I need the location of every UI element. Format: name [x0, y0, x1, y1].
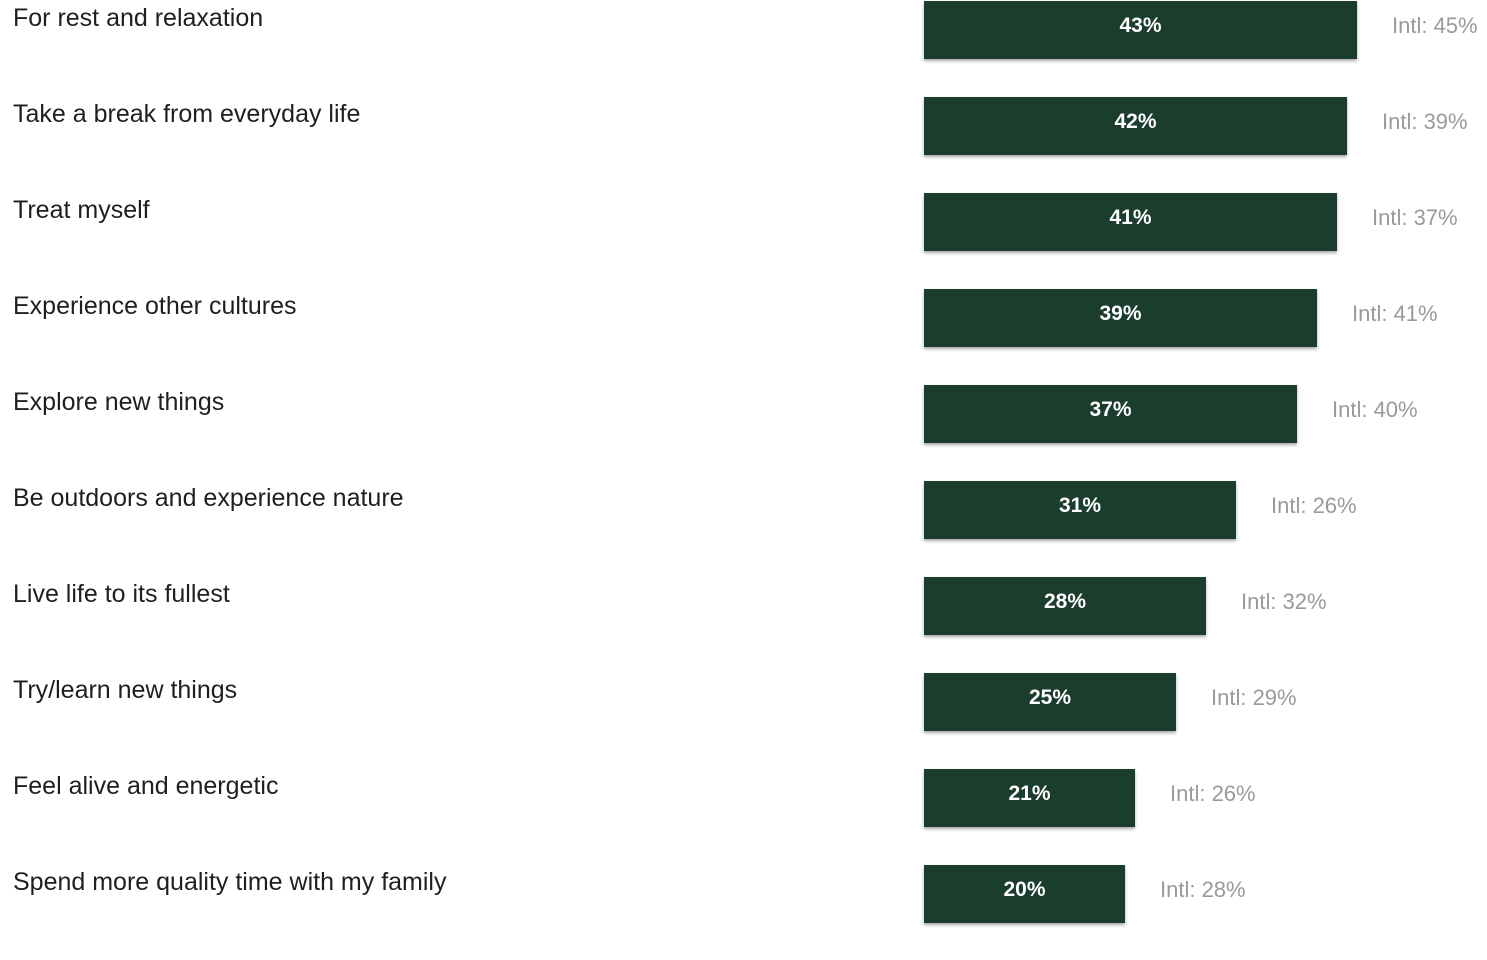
bar-value-label: 41% — [1109, 206, 1152, 229]
intl-comparison-label: Intl: 39% — [1382, 109, 1468, 134]
bar — [924, 97, 1347, 155]
intl-comparison-label: Intl: 32% — [1241, 589, 1327, 614]
bar-value-label: 20% — [1003, 878, 1046, 901]
intl-comparison-label: Intl: 28% — [1160, 877, 1246, 902]
bar-value-label: 37% — [1089, 398, 1132, 421]
bar — [924, 673, 1176, 731]
bar-value-label: 28% — [1043, 590, 1087, 613]
category-label: Feel alive and energetic — [13, 772, 279, 800]
bar-row: Be outdoors and experience nature 31% Intl… — [0, 480, 1487, 576]
bar-value-label: 39% — [1099, 302, 1142, 325]
bar-value-label: 25% — [1028, 686, 1072, 709]
intl-comparison-label: Intl: 37% — [1372, 205, 1458, 230]
bar-row: Take a break from everyday life 42% Intl: … — [0, 96, 1487, 192]
bar-row: Experience other cultures 39% Intl: 41% — [0, 288, 1487, 384]
bar-row: Treat myself 41% Intl: 37% — [0, 192, 1487, 288]
bar — [924, 289, 1317, 347]
intl-comparison-label: Intl: 41% — [1352, 301, 1438, 326]
intl-comparison-label: Intl: 45% — [1392, 13, 1478, 38]
bar-value-label: 21% — [1008, 782, 1051, 805]
bar — [924, 481, 1236, 539]
category-label: Be outdoors and experience nature — [13, 484, 404, 512]
bar-row: Try/learn new things 25% Intl: 29% — [0, 672, 1487, 768]
bar-row: For rest and relaxation 43% Intl: 45% — [0, 0, 1487, 96]
intl-comparison-label: Intl: 26% — [1170, 781, 1256, 806]
category-label: Try/learn new things — [13, 676, 238, 704]
bar-row: Explore new things 37% Intl: 40% — [0, 384, 1487, 480]
bar-row: Live life to its fullest 28% Intl: 32% — [0, 576, 1487, 672]
bar — [924, 385, 1297, 443]
bar — [924, 769, 1135, 827]
category-label: Explore new things — [13, 388, 225, 416]
horizontal-bar-chart: For rest and relaxation 43% Intl: 45% Take … — [0, 0, 1487, 923]
intl-comparison-label: Intl: 40% — [1332, 397, 1418, 422]
category-label: For rest and relaxation — [13, 4, 264, 32]
bar — [924, 577, 1206, 635]
category-label: Experience other cultures — [13, 292, 297, 320]
category-label: Live life to its fullest — [13, 580, 230, 608]
category-label: Treat myself — [13, 196, 150, 224]
bar-row: Feel alive and energetic 21% Intl: 26% — [0, 768, 1487, 864]
bar-value-label: 31% — [1058, 494, 1102, 517]
bar — [924, 865, 1125, 923]
bar — [924, 1, 1357, 59]
bar — [924, 193, 1337, 251]
bar-value-label: 43% — [1119, 14, 1162, 37]
bar-value-label: 42% — [1114, 110, 1157, 133]
category-label: Take a break from everyday life — [13, 100, 361, 128]
intl-comparison-label: Intl: 26% — [1271, 493, 1357, 518]
bar-row: Spend more quality time with my family 20… — [0, 864, 1487, 960]
intl-comparison-label: Intl: 29% — [1211, 685, 1297, 710]
category-label: Spend more quality time with my family — [13, 868, 447, 896]
